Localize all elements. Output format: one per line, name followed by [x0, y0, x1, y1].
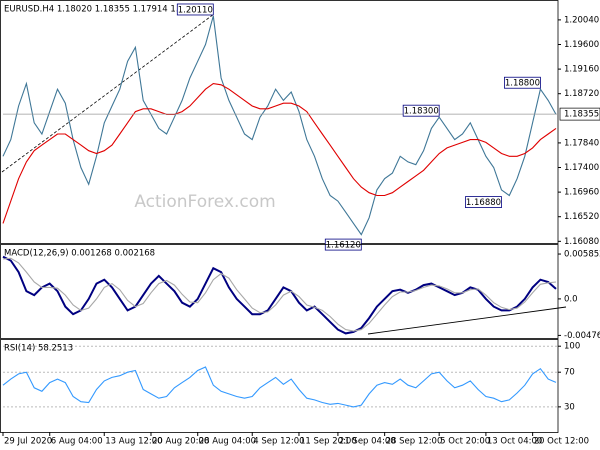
panel-title: MACD(12,26,9) 0.001268 0.002168	[4, 249, 155, 259]
x-tick-label: 5 Oct 20:00	[440, 437, 490, 447]
annotation-box	[176, 3, 214, 16]
y-tick-label: 1.17400	[564, 163, 599, 173]
x-tick-label: 11 Sep 20:00	[300, 437, 357, 447]
y-tick-label: 1.19600	[564, 40, 599, 50]
last-price-label: 1.18355	[564, 110, 599, 120]
annotation-label: 1.20110	[178, 5, 213, 15]
y-tick-label: 30	[564, 402, 575, 412]
annotation-box	[402, 104, 440, 117]
y-tick-label: -0.004761	[564, 331, 600, 341]
panel-frame	[0, 339, 559, 433]
annotation-box	[504, 76, 541, 89]
y-tick-label: 1.16080	[564, 237, 599, 247]
y-tick-label: 1.16960	[564, 188, 599, 198]
panel-title: RSI(14) 58.2513	[4, 344, 73, 354]
series-line	[2, 366, 557, 408]
trend-line	[1, 13, 215, 173]
y-tick-label: 1.18720	[564, 89, 599, 99]
x-tick-label: 28 Aug 04:00	[199, 437, 256, 447]
y-tick-label: 100	[564, 342, 580, 352]
last-price-box	[559, 107, 600, 121]
panel-title: EURUSD.H4 1.18020 1.18355 1.17914 1.1835…	[4, 5, 206, 15]
y-tick-label: 0.005852	[564, 250, 600, 260]
series-line	[2, 15, 557, 236]
x-tick-label: 4 Sep 12:00	[253, 437, 304, 447]
annotation-label: 1.18300	[404, 107, 439, 117]
y-tick-label: 1.16520	[564, 212, 599, 222]
annotation-label: 1.18800	[505, 79, 540, 89]
annotation-box	[465, 196, 502, 208]
y-tick-label: 1.20040	[564, 15, 599, 25]
panel-frame	[0, 244, 559, 339]
series-line	[2, 257, 557, 332]
x-tick-label: 29 Jul 2020	[4, 437, 52, 447]
x-tick-label: 13 Aug 12:00	[105, 437, 162, 447]
trend-line	[367, 306, 567, 335]
y-tick-label: 1.19160	[564, 65, 599, 75]
x-tick-label: 13 Oct 04:00	[487, 437, 542, 447]
x-tick-label: 20 Oct 12:00	[534, 437, 589, 447]
x-tick-label: 28 Sep 12:00	[386, 437, 443, 447]
y-tick-label: 70	[564, 368, 575, 378]
y-tick-label: 0.0	[564, 294, 578, 304]
annotation-label: 1.16120	[326, 241, 361, 251]
x-tick-label: 6 Aug 04:00	[51, 437, 103, 447]
panel-frame	[0, 0, 559, 244]
x-tick-label: 20 Aug 20:00	[152, 437, 209, 447]
watermark: ActionForex.com	[134, 192, 275, 212]
x-tick-label: 21 Sep 04:00	[339, 437, 396, 447]
y-tick-label: 1.17840	[564, 138, 599, 148]
series-line	[2, 83, 557, 224]
annotation-label: 1.16880	[466, 198, 501, 208]
